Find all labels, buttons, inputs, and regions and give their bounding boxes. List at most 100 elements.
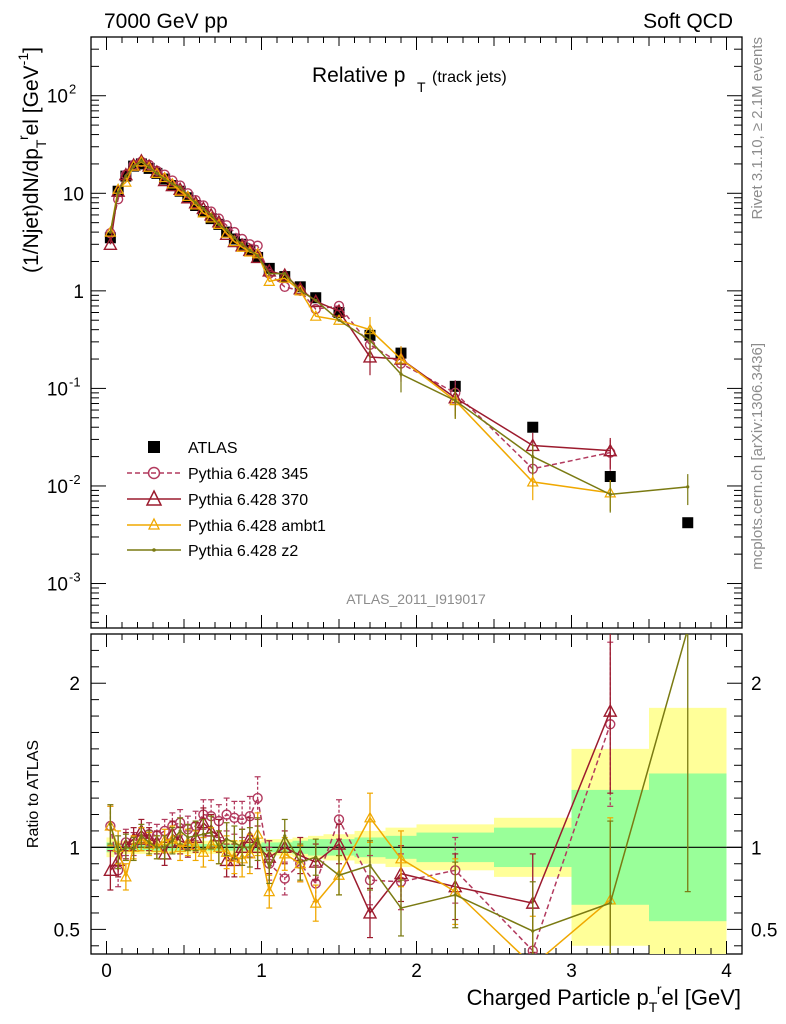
ratio-point-p370-24 (331, 836, 347, 850)
main-point-z2-28 (531, 454, 535, 459)
main-point-ambt1-0 (104, 225, 117, 237)
legend-marker-345 (147, 466, 161, 480)
main-point-atlas-23 (310, 292, 322, 304)
legend-marker-z2 (152, 548, 156, 552)
ratio-point-z2-24 (337, 873, 341, 877)
main-point-z2-6 (155, 171, 159, 175)
y-label-part-sup: r (15, 135, 31, 140)
ratio-point-p370-29 (603, 703, 618, 717)
legend-marker-ambt1 (147, 517, 161, 530)
legend-label-atlas: ATLAS (188, 440, 238, 457)
y-tick-label-exp-2: 2 (69, 82, 76, 97)
x-label-part-b: el [GeV] (662, 985, 741, 1010)
main-point-ambt1-12 (197, 206, 210, 218)
ratio-point-z2-5 (147, 840, 151, 845)
ratio-point-p345-16 (229, 812, 240, 823)
ratio-point-z2-18 (248, 845, 252, 849)
main-point-z2-23 (314, 298, 318, 302)
main-point-atlas-4 (135, 158, 147, 170)
main-line-p370 (109, 159, 611, 452)
main-panel-frame (90, 36, 743, 629)
main-point-z2-20 (267, 272, 271, 276)
ratio-point-z2-20 (267, 865, 271, 869)
y-tick-label-main--3: 10 (47, 575, 68, 596)
y-label-part-c: ] (20, 47, 43, 53)
main-point-z2-7 (163, 177, 167, 181)
ratio-point-z2-3 (132, 847, 136, 851)
ratio-point-z2-2 (124, 845, 128, 849)
ratio-point-z2-7 (163, 845, 167, 849)
legend-entry-345: Pythia 6.428 345 (127, 466, 308, 483)
source-label: mcplots.cern.ch [arXiv:1306.3436] (749, 343, 766, 570)
analysis-id: ATLAS_2011_I919017 (346, 591, 486, 607)
main-point-ambt1-8 (166, 177, 179, 189)
legend-entry-atlas: ATLAS (148, 440, 238, 457)
y-tick-label-main--1: 10 (47, 379, 68, 400)
main-point-z2-13 (209, 213, 213, 217)
main-point-z2-22 (298, 289, 302, 293)
header-right: Soft QCD (643, 10, 733, 33)
legend-entry-370: Pythia 6.428 370 (127, 489, 308, 509)
main-point-p370-2 (118, 167, 134, 181)
y-tick-label-ratio-l-1: 1 (69, 838, 80, 859)
main-point-z2-8 (170, 182, 174, 186)
main-point-z2-26 (399, 372, 403, 376)
y-axis-label-main-text: (1/Njet)dN/dpTrel [GeV-1] (15, 47, 49, 273)
main-point-z2-27 (453, 398, 457, 403)
legend-marker-atlas (148, 441, 160, 453)
x-tick-label-3: 3 (566, 961, 577, 982)
main-point-z2-3 (132, 164, 136, 169)
main-point-z2-24 (337, 318, 341, 322)
main-point-p370-19 (250, 249, 265, 264)
ratio-line-p370 (109, 710, 611, 915)
legend-marker-370 (145, 489, 163, 506)
main-point-ambt1-20 (263, 275, 276, 286)
ratio-point-p370-25 (362, 905, 378, 919)
ratio-point-z2-22 (298, 860, 302, 864)
y-label-part-a: (1/Njet)dN/dp (20, 148, 43, 273)
main-point-ambt1-22 (294, 284, 307, 296)
main-point-z2-10 (186, 193, 190, 198)
ratio-point-ambt1-12 (197, 846, 210, 857)
y-tick-label-main-2: 10 (47, 87, 68, 108)
ratio-point-z2-11 (194, 834, 198, 838)
main-point-ambt1-24 (332, 313, 346, 325)
main-point-atlas-24 (333, 306, 345, 318)
ratio-point-z2-21 (283, 834, 287, 838)
ratio-point-z2-6 (155, 845, 159, 849)
legend-label-345: Pythia 6.428 345 (188, 466, 308, 483)
ratio-point-z2-14 (217, 845, 221, 849)
ratio-point-ambt1-25 (363, 811, 377, 823)
legend-label-z2: Pythia 6.428 z2 (188, 543, 298, 560)
main-point-z2-4 (139, 159, 143, 163)
ratio-point-ambt1-2 (119, 870, 132, 882)
ratio-point-p345-21 (279, 873, 290, 884)
legend-entry-ambt1: Pythia 6.428 ambt1 (127, 517, 326, 535)
ratio-point-z2-15 (225, 837, 229, 841)
ratio-axis-ticks (91, 633, 742, 954)
y-tick-label-main--2: 10 (47, 477, 68, 498)
y-tick-label-main-1: 10 (63, 184, 84, 205)
main-point-ambt1-6 (150, 167, 163, 178)
main-point-z2-17 (240, 242, 244, 246)
x-label-part-sup: r (657, 981, 662, 997)
ratio-point-ambt1-15 (220, 846, 233, 857)
y-tick-label-ratio-r-2: 2 (751, 674, 762, 695)
main-point-p370-23 (308, 293, 323, 308)
main-point-z2-30 (686, 485, 690, 489)
main-point-z2-12 (201, 206, 205, 211)
main-point-atlas-29 (604, 471, 616, 483)
x-tick-label-4: 4 (721, 961, 732, 982)
y-tick-label-main-0: 1 (73, 282, 84, 303)
main-series-layer (103, 153, 694, 529)
main-point-z2-9 (178, 185, 182, 189)
y-tick-label-ratio-r-0.5: 0.5 (751, 920, 777, 941)
y-tick-label-ratio-l-2: 2 (69, 674, 80, 695)
y-axis-label-ratio: Ratio to ATLAS (25, 740, 42, 848)
main-point-z2-25 (368, 338, 372, 343)
main-point-z2-5 (147, 165, 151, 169)
main-point-z2-11 (194, 201, 198, 205)
ratio-point-ambt1-23 (309, 896, 322, 908)
legend-entry-z2: Pythia 6.428 z2 (127, 543, 298, 560)
y-label-part-sup2: -1 (15, 53, 31, 66)
